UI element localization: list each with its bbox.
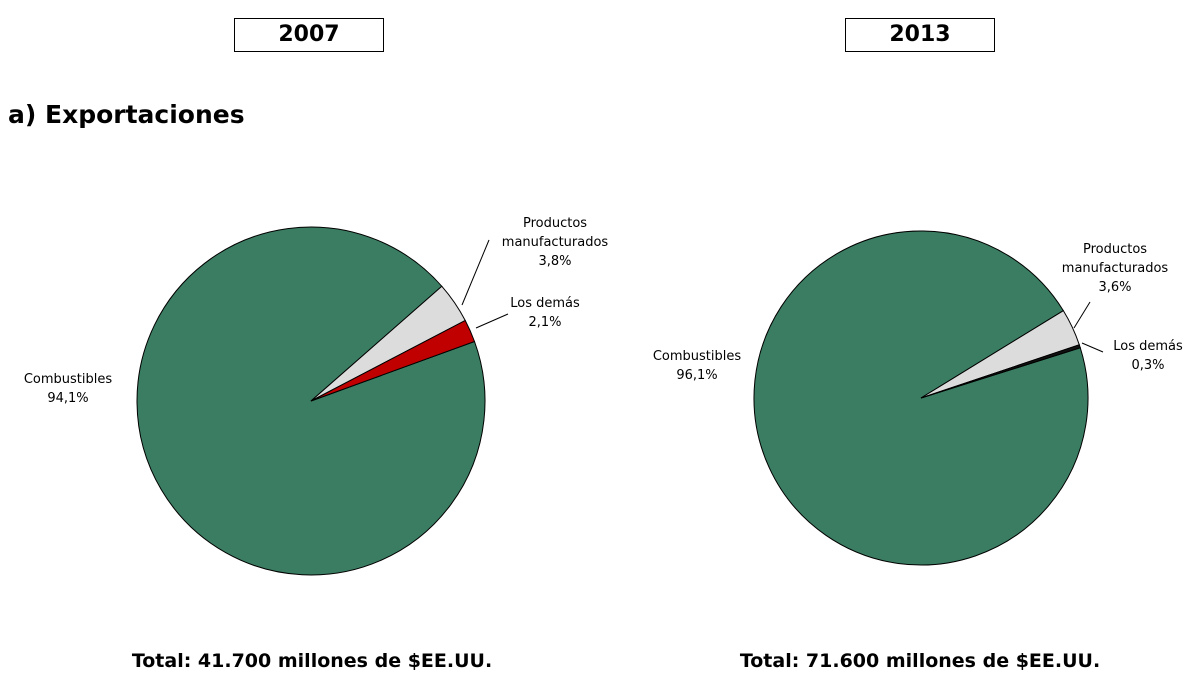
slice-name: Los demás: [510, 296, 580, 311]
pie-slice: [920, 344, 1081, 399]
slice-value: 2,1%: [528, 315, 562, 330]
leader-line: [461, 239, 490, 306]
slice-value: 94,1%: [47, 391, 89, 406]
heading: a) Exportaciones: [8, 100, 245, 129]
slice-label: Combustibles 96,1%: [647, 347, 747, 385]
leader-line: [1073, 301, 1091, 329]
leader-line: [475, 313, 509, 329]
slice-label: Los demás 2,1%: [500, 294, 590, 332]
slice-name: Combustibles: [23, 372, 113, 387]
slice-label: Los demás 0,3%: [1103, 337, 1193, 375]
total-note: Total: 71.600 millones de $EE.UU.: [739, 650, 1101, 672]
slice-label: Productos manufacturados 3,6%: [1045, 240, 1185, 297]
slice-name: Combustibles: [652, 349, 742, 364]
slice-name: Productos manufacturados: [1061, 242, 1169, 276]
slice-name: Los demás: [1113, 339, 1183, 354]
slice-label: Productos manufacturados 3,8%: [485, 214, 625, 271]
slice-value: 0,3%: [1131, 358, 1165, 373]
pie-slice: [310, 319, 476, 402]
slice-name: Productos manufacturados: [501, 216, 609, 250]
year-box: 2007: [234, 18, 384, 52]
total-note: Total: 41.700 millones de $EE.UU.: [131, 650, 493, 672]
slice-value: 3,8%: [538, 254, 572, 269]
slice-label: Combustibles 94,1%: [18, 370, 118, 408]
leader-line: [1081, 342, 1104, 353]
year-box: 2013: [845, 18, 995, 52]
slice-value: 3,6%: [1098, 280, 1132, 295]
slice-value: 96,1%: [676, 368, 718, 383]
